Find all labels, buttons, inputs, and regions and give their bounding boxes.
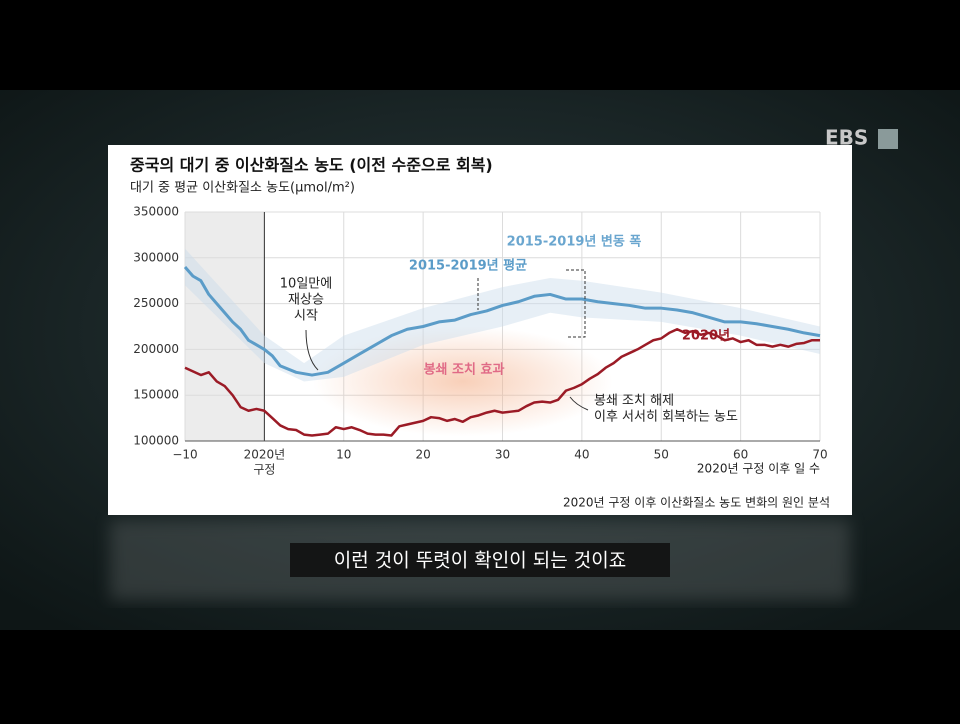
- arrow: [305, 329, 319, 371]
- band-bracket: [566, 269, 586, 338]
- annotation: 봉쇄 조치 해제: [594, 394, 674, 409]
- series-label: 2015-2019년 평균: [409, 258, 527, 274]
- x-tick-label: −10: [172, 448, 197, 462]
- x-tick-label: 70: [812, 448, 827, 462]
- y-tick-label: 150000: [133, 388, 179, 402]
- series-line: [184, 327, 820, 437]
- y-tick-label: 200000: [133, 342, 179, 356]
- logo-badge: [878, 129, 898, 149]
- annotation: 10일만에: [280, 277, 332, 292]
- arrow: [569, 396, 589, 411]
- series-line: [183, 265, 821, 377]
- x-tick-label: 50: [654, 448, 669, 462]
- caption: 이런 것이 뚜렷이 확인이 되는 것이죠: [334, 550, 626, 572]
- variation-band: [185, 248, 820, 382]
- annotation: 이후 서서히 회복하는 농도: [594, 410, 738, 425]
- y-axis-label: 대기 중 평균 이산화질소 농도(μmol/m²): [130, 181, 355, 196]
- source: 2020년 구정 이후 이산화질소 농도 변화의 원인 분석: [563, 496, 830, 510]
- annotation: 재상승: [288, 293, 324, 308]
- y-tick-label: 250000: [133, 296, 179, 310]
- y-tick-label: 350000: [133, 205, 179, 219]
- lockdown-effect-area: [312, 326, 613, 437]
- chart-title: 중국의 대기 중 이산화질소 농도 (이전 수준으로 회복): [130, 156, 493, 175]
- y-tick-label: 300000: [133, 250, 179, 264]
- x-tick-label: 2020년: [244, 448, 286, 462]
- series-label: 2020년: [682, 329, 730, 344]
- x-tick-label: 20: [415, 448, 430, 462]
- x-tick-label: 30: [495, 448, 510, 462]
- logo: EBS: [825, 126, 868, 150]
- x-tick-label: 구정: [253, 463, 275, 477]
- pre-period-shade: [185, 212, 265, 441]
- annotation: 봉쇄 조치 효과: [424, 362, 505, 378]
- x-tick-label: 10: [336, 448, 351, 462]
- x-tick-label: 40: [574, 448, 589, 462]
- plot: 100000 150000 200000 250000 300000 350000 −10 2…: [133, 205, 827, 477]
- band-label: 2015-2019년 변동 폭: [507, 235, 642, 250]
- annotation: 시작: [294, 309, 318, 324]
- caption-box: [290, 543, 670, 577]
- x-tick-label: 60: [733, 448, 748, 462]
- x-axis-label: 2020년 구정 이후 일 수: [697, 462, 820, 476]
- y-tick-label: 100000: [133, 434, 179, 448]
